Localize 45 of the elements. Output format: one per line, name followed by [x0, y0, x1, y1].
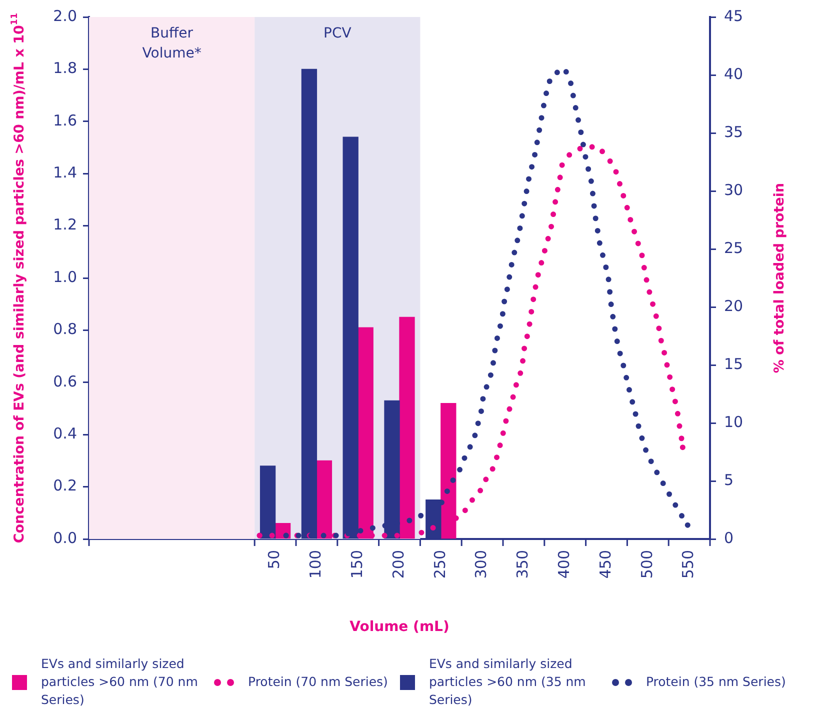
y2-tick-label: 5: [724, 470, 734, 489]
y-tick-label: 0.2: [53, 476, 77, 495]
y2-tick-label: 20: [724, 296, 744, 315]
x-tick-label: 400: [554, 550, 573, 579]
legend-label: Protein (70 nm Series): [248, 673, 388, 692]
y2-tick-label: 30: [724, 180, 744, 199]
y-tick-label: 1.6: [53, 111, 77, 130]
legend-label: EVs and similarly sized particles >60 nm (70 nm Series): [41, 655, 199, 710]
x-tick-label: 550: [679, 550, 698, 579]
band-label: PCV: [324, 26, 352, 42]
y2-tick-label: 45: [724, 6, 744, 25]
y-tick-label: 1.2: [53, 216, 77, 234]
x-tick-label: 250: [430, 550, 449, 579]
y2-tick-label: 15: [724, 354, 744, 373]
x-tick-label: 150: [348, 550, 366, 579]
x-tick-label: 100: [306, 550, 325, 579]
y-tick-label: 0.4: [53, 424, 77, 442]
point: [256, 532, 262, 538]
y-tick-label: 1.8: [53, 59, 77, 78]
y2-tick-label: 10: [724, 412, 744, 431]
y-tick-label: 2.0: [53, 6, 77, 25]
point: [680, 444, 686, 450]
y2-tick-label: 0: [724, 528, 734, 547]
x-tick-label: 450: [596, 550, 614, 579]
x-axis-title: Volume (mL): [350, 619, 450, 636]
y-tick-label: 1.0: [53, 268, 77, 286]
x-tick-label: 200: [389, 550, 408, 579]
point: [283, 532, 289, 538]
y-tick-label: 1.4: [53, 163, 77, 182]
band-label: Buffer Volume*: [142, 26, 202, 62]
x-tick-label: 50: [265, 550, 284, 570]
x-tick-label: 300: [472, 550, 490, 579]
y2-tick-label: 40: [724, 64, 744, 83]
legend-label: Protein (35 nm Series): [646, 673, 786, 692]
x-tick-label: 350: [514, 550, 532, 579]
y2-axis-title: % of total loaded protein: [772, 182, 788, 374]
point: [684, 522, 690, 528]
y-axis-title: Concentration of EVs (and similarly sized particles >60 nm)/mL x 1011: [10, 12, 28, 544]
y-tick-label: 0.0: [53, 528, 77, 547]
x-tick-label: 500: [638, 550, 656, 579]
y-tick-label: 0.8: [53, 320, 77, 338]
y-tick-label: 0.6: [53, 372, 77, 390]
legend-label: EVs and similarly sized particles >60 nm (35 nm Series): [428, 655, 587, 710]
y2-tick-label: 25: [724, 238, 744, 257]
y2-tick-label: 35: [724, 122, 744, 141]
